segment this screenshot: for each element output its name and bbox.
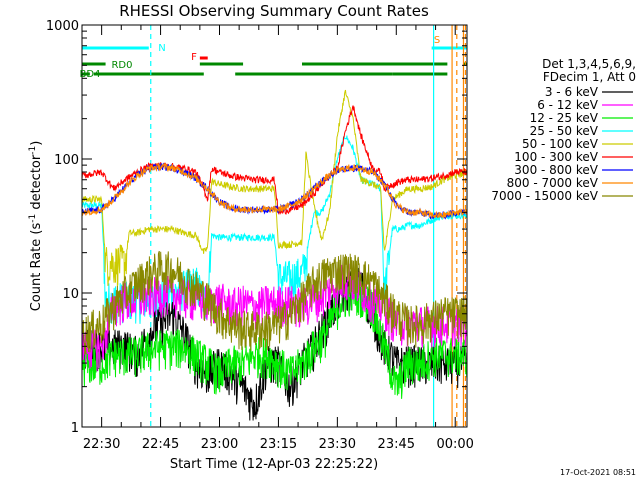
x-axis-label: Start Time (12-Apr-03 22:25:22) [170, 457, 378, 472]
legend-label: 6 - 12 keV [537, 98, 599, 112]
x-tick-label: 23:45 [378, 437, 415, 452]
x-tick-label: 23:30 [319, 437, 356, 452]
y-axis-label-part: detector [29, 154, 44, 214]
legend-label: 12 - 25 keV [530, 111, 599, 125]
y-tick-label: 1000 [46, 19, 79, 34]
y-tick-label: 100 [54, 153, 79, 168]
y-axis-label-superscript: -1 [28, 214, 38, 223]
plot-area [82, 25, 467, 427]
flag-label: BD4 [80, 69, 101, 80]
legend-label: 25 - 50 keV [530, 124, 599, 138]
x-tick-label: 23:00 [201, 437, 238, 452]
legend-label: 7000 - 15000 keV [491, 189, 598, 203]
series-group [82, 89, 467, 421]
series-line [82, 162, 467, 220]
flag-label: S [434, 35, 440, 46]
legend-label: 3 - 6 keV [545, 85, 599, 99]
flag-label: N [158, 43, 165, 54]
legend-label: 100 - 300 keV [514, 150, 598, 164]
series-line [82, 89, 467, 287]
x-tick-label: 22:45 [142, 437, 179, 452]
y-tick-label: 1 [71, 421, 79, 436]
legend-label: 300 - 800 keV [514, 163, 598, 177]
plot-frame [81, 24, 468, 428]
series-line [82, 277, 467, 399]
flag-labels: RD0 BD4 N F S [80, 35, 441, 80]
legend-header-line: FDecim 1, Att 0 [543, 70, 636, 84]
y-axis-label: Count Rate (s-1 detector-1) [28, 141, 44, 312]
y-axis-label-part: ) [29, 141, 44, 146]
legend: Det 1,3,4,5,6,9, FDecim 1, Att 0 3 - 6 k… [491, 57, 636, 203]
y-axis-ticks: 1 10 100 1000 [46, 19, 467, 436]
series-line [82, 250, 467, 355]
x-tick-label: 23:15 [260, 437, 297, 452]
legend-header-line: Det 1,3,4,5,6,9, [542, 57, 636, 71]
x-axis-ticks: 22:30 22:45 23:00 23:15 23:30 23:45 00:00 [83, 25, 474, 452]
legend-label: 800 - 7000 keV [507, 176, 599, 190]
footer-timestamp: 17-Oct-2021 08:51 [560, 468, 636, 477]
flag-label: RD0 [111, 60, 132, 71]
legend-label: 50 - 100 keV [522, 137, 599, 151]
y-axis-label-part: Count Rate (s [29, 223, 44, 312]
flag-bars [82, 46, 467, 76]
x-tick-label: 22:30 [83, 437, 120, 452]
chart-title: RHESSI Observing Summary Count Rates [119, 2, 429, 20]
y-tick-label: 10 [62, 287, 79, 302]
x-tick-label: 00:00 [436, 437, 473, 452]
flag-label: F [191, 52, 197, 63]
y-axis-label-superscript: -1 [28, 146, 38, 155]
